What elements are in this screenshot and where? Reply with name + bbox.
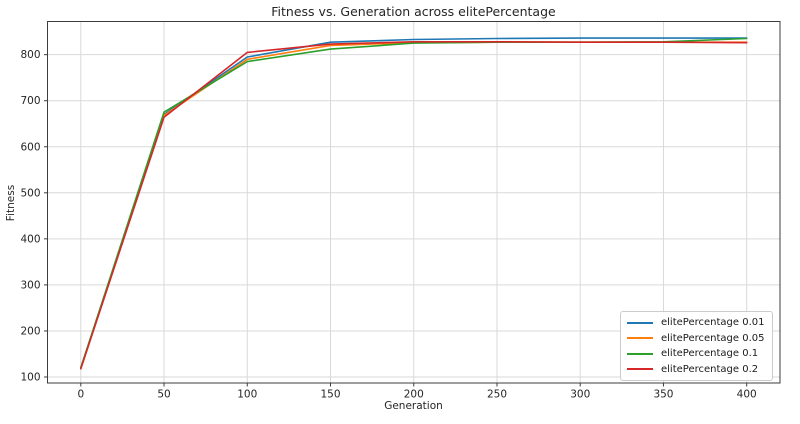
legend-line-swatch <box>627 368 653 371</box>
legend-item: elitePercentage 0.05 <box>627 331 766 346</box>
x-axis-label: Generation <box>384 400 443 412</box>
x-tick-label: 350 <box>653 389 673 401</box>
legend-label: elitePercentage 0.05 <box>661 332 765 344</box>
series-line-3 <box>80 40 748 370</box>
y-tick-label: 300 <box>20 279 40 291</box>
y-tick-label: 700 <box>20 95 40 107</box>
y-tick-label: 400 <box>20 233 40 245</box>
legend-line-swatch <box>627 321 653 324</box>
x-tick-label: 300 <box>570 389 590 401</box>
legend-label: elitePercentage 0.1 <box>661 348 759 360</box>
legend-label: elitePercentage 0.01 <box>661 317 765 329</box>
x-tick-label: 400 <box>737 389 757 401</box>
legend: elitePercentage 0.01 elitePercentage 0.0… <box>620 311 773 381</box>
y-axis-label: Fitness <box>5 184 17 222</box>
y-tick-label: 800 <box>20 49 40 61</box>
y-tick-label: 100 <box>20 372 40 384</box>
x-tick-label: 250 <box>487 389 507 401</box>
legend-label: elitePercentage 0.2 <box>661 363 759 375</box>
legend-line-swatch <box>627 352 653 355</box>
x-tick-label: 50 <box>157 389 170 401</box>
legend-item: elitePercentage 0.2 <box>627 362 766 377</box>
legend-line-swatch <box>627 337 653 340</box>
x-tick-label: 100 <box>237 389 257 401</box>
chart-title: Fitness vs. Generation across elitePerce… <box>271 4 556 19</box>
x-tick-label: 0 <box>77 389 84 401</box>
y-tick-label: 600 <box>20 141 40 153</box>
x-tick-label: 200 <box>404 389 424 401</box>
legend-item: elitePercentage 0.01 <box>627 315 766 330</box>
y-tick-label: 500 <box>20 187 40 199</box>
y-tick-label: 200 <box>20 325 40 337</box>
legend-item: elitePercentage 0.1 <box>627 346 766 361</box>
x-tick-label: 150 <box>320 389 340 401</box>
